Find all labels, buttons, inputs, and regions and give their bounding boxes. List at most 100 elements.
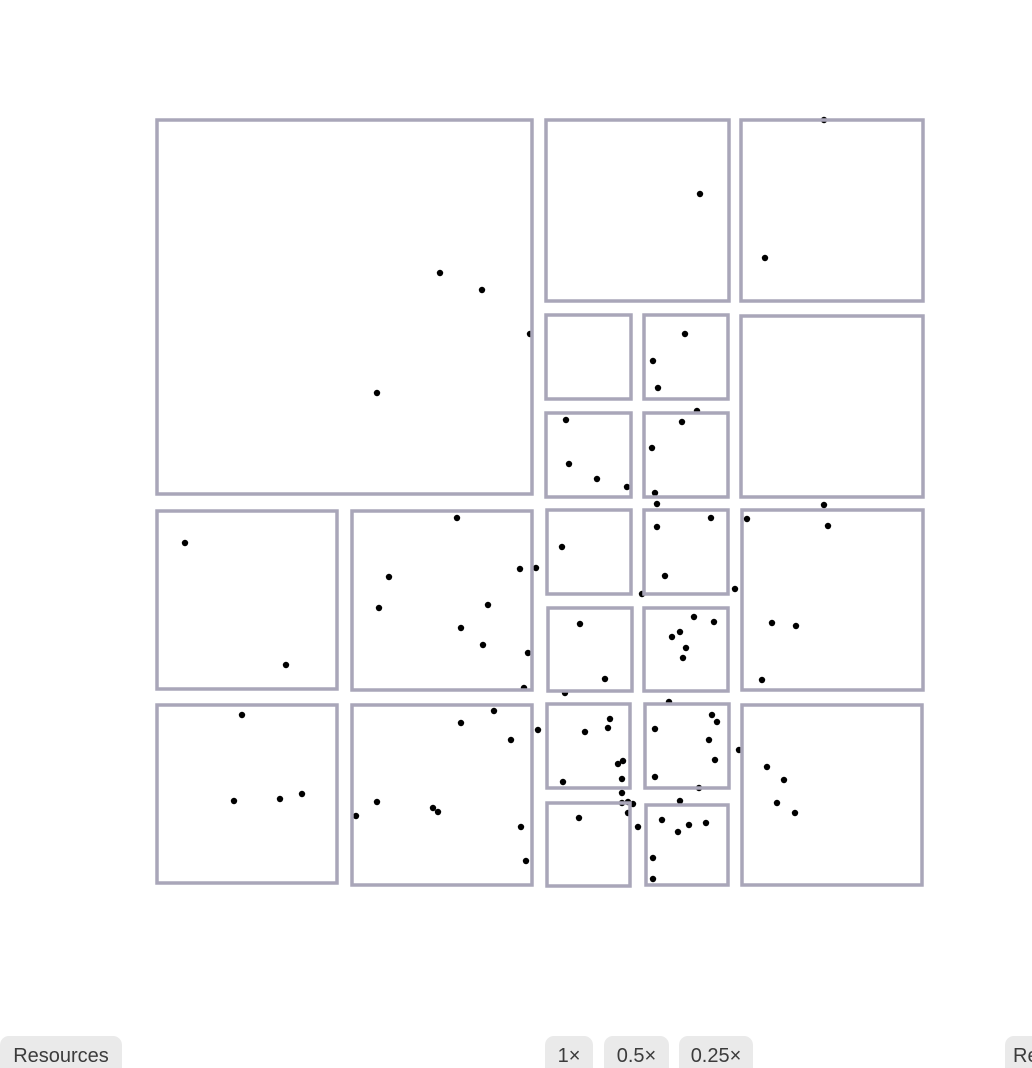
data-point	[576, 620, 584, 628]
data-point	[238, 711, 246, 719]
data-point	[713, 718, 721, 726]
data-point	[634, 823, 642, 831]
data-point	[604, 724, 612, 732]
data-point	[661, 572, 669, 580]
data-point	[649, 357, 657, 365]
quadtree-cell	[642, 508, 730, 596]
data-point	[479, 641, 487, 649]
data-point	[614, 760, 622, 768]
quadtree-cell	[350, 509, 534, 692]
quadtree-cell	[545, 702, 632, 790]
data-point	[593, 475, 601, 483]
data-point	[436, 269, 444, 277]
data-point	[653, 500, 661, 508]
data-point	[824, 522, 832, 530]
data-point	[181, 539, 189, 547]
quadtree-cell	[642, 313, 730, 401]
quadtree-cell	[155, 703, 339, 885]
reset-button[interactable]: Re	[1005, 1036, 1032, 1068]
data-point	[601, 675, 609, 683]
data-point	[681, 330, 689, 338]
data-point	[731, 585, 739, 593]
data-point	[696, 190, 704, 198]
quadtree-cell	[155, 509, 339, 691]
data-point	[276, 795, 284, 803]
data-point	[743, 515, 751, 523]
data-point	[298, 790, 306, 798]
data-point	[768, 619, 776, 627]
quadtree-cell	[545, 508, 633, 596]
data-point	[758, 676, 766, 684]
data-point	[282, 661, 290, 669]
data-point	[678, 418, 686, 426]
data-point	[773, 799, 781, 807]
data-point	[668, 633, 676, 641]
resources-button[interactable]: Resources	[0, 1036, 122, 1068]
data-point	[619, 757, 627, 765]
speed-1x-button[interactable]: 1×	[545, 1036, 593, 1068]
data-point	[707, 514, 715, 522]
data-point	[558, 543, 566, 551]
data-point	[820, 501, 828, 509]
data-point	[648, 444, 656, 452]
data-point	[352, 812, 360, 820]
quadtree-cell	[642, 411, 730, 499]
quadtree-cell	[643, 702, 731, 790]
data-point	[618, 789, 626, 797]
data-point	[534, 726, 542, 734]
data-point	[517, 823, 525, 831]
data-point	[653, 523, 661, 531]
data-point	[654, 384, 662, 392]
quadtree-cell	[544, 411, 633, 499]
data-point	[710, 618, 718, 626]
quadtree-cell	[544, 118, 731, 303]
data-point	[682, 644, 690, 652]
quadtree-cell	[544, 313, 633, 401]
data-point	[453, 514, 461, 522]
data-point	[507, 736, 515, 744]
data-point	[606, 715, 614, 723]
quadtree-cell	[740, 508, 925, 692]
data-point	[676, 797, 684, 805]
data-point	[708, 711, 716, 719]
data-point	[524, 649, 532, 657]
data-point	[651, 725, 659, 733]
data-point	[623, 483, 631, 491]
data-point	[375, 604, 383, 612]
quadtree-cell	[739, 118, 925, 303]
data-point	[651, 489, 659, 497]
data-point	[581, 728, 589, 736]
data-point	[434, 808, 442, 816]
quadtree-cell	[545, 801, 632, 888]
data-point	[780, 776, 788, 784]
data-point	[618, 775, 626, 783]
data-point	[484, 601, 492, 609]
quadtree-cell	[644, 803, 730, 887]
data-point	[679, 654, 687, 662]
data-point	[705, 736, 713, 744]
data-point	[763, 763, 771, 771]
data-point	[532, 564, 540, 572]
quadtree-cell	[740, 703, 924, 887]
data-point	[490, 707, 498, 715]
data-point	[658, 816, 666, 824]
speed-0-5x-button[interactable]: 0.5×	[604, 1036, 669, 1068]
data-point	[478, 286, 486, 294]
data-point	[674, 828, 682, 836]
data-point	[457, 624, 465, 632]
data-point	[651, 773, 659, 781]
data-point	[230, 797, 238, 805]
data-point	[429, 804, 437, 812]
data-point	[565, 460, 573, 468]
data-point	[690, 613, 698, 621]
data-point	[685, 821, 693, 829]
quadtree-cell	[350, 703, 534, 887]
data-point	[711, 756, 719, 764]
data-point	[457, 719, 465, 727]
data-point	[676, 628, 684, 636]
speed-0-25x-button[interactable]: 0.25×	[679, 1036, 753, 1068]
data-point	[373, 798, 381, 806]
data-point	[522, 857, 530, 865]
quadtree-cell	[155, 118, 534, 496]
